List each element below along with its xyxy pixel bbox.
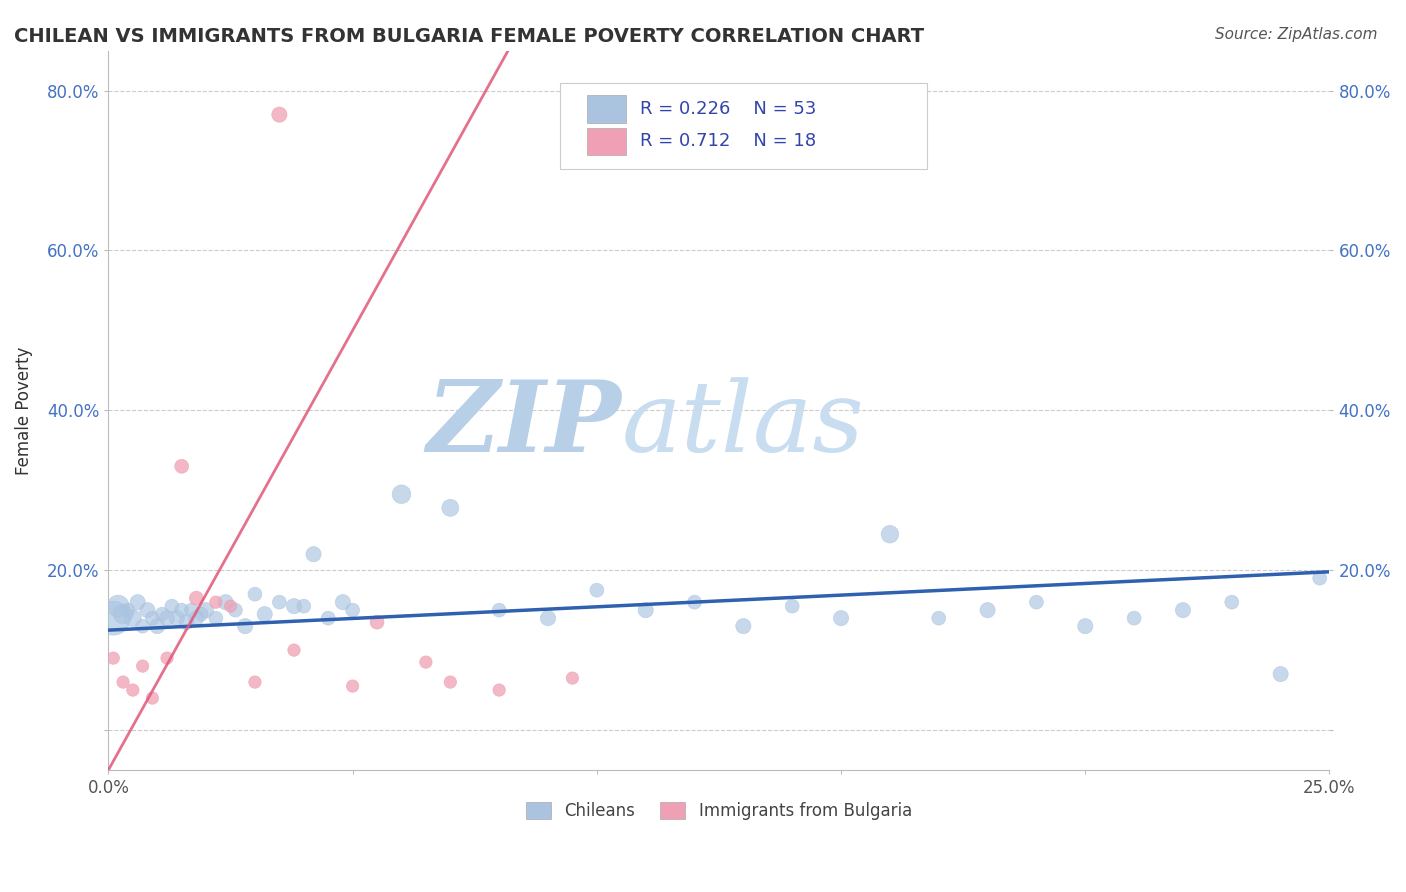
Point — [1074, 619, 1097, 633]
Point — [561, 671, 583, 685]
Point — [316, 611, 339, 625]
Point — [150, 607, 173, 622]
Y-axis label: Female Poverty: Female Poverty — [15, 346, 32, 475]
Point — [332, 595, 354, 609]
Point — [683, 595, 706, 609]
Point — [269, 107, 291, 121]
Point — [170, 459, 193, 474]
Point — [243, 675, 266, 690]
Point — [1270, 667, 1292, 681]
FancyBboxPatch shape — [560, 83, 927, 169]
Text: atlas: atlas — [621, 377, 865, 473]
Point — [488, 603, 510, 617]
Point — [160, 599, 183, 614]
FancyBboxPatch shape — [588, 128, 626, 155]
Point — [156, 651, 179, 665]
Point — [585, 583, 607, 598]
Point — [170, 603, 193, 617]
Point — [830, 611, 852, 625]
Point — [112, 607, 135, 622]
Text: R = 0.226    N = 53: R = 0.226 N = 53 — [640, 100, 815, 118]
Point — [146, 619, 169, 633]
Point — [1220, 595, 1243, 609]
Point — [269, 595, 291, 609]
Point — [224, 603, 246, 617]
Point — [205, 595, 228, 609]
Point — [537, 611, 560, 625]
Text: R = 0.712    N = 18: R = 0.712 N = 18 — [640, 132, 815, 151]
Text: ZIP: ZIP — [426, 376, 621, 473]
Point — [415, 655, 437, 669]
Point — [302, 547, 325, 561]
Point — [342, 603, 364, 617]
Point — [131, 659, 153, 673]
Point — [121, 683, 143, 698]
Point — [117, 603, 139, 617]
Point — [176, 615, 198, 629]
Point — [103, 611, 125, 625]
Point — [166, 611, 188, 625]
Point — [366, 615, 388, 629]
Point — [156, 611, 179, 625]
Point — [439, 675, 461, 690]
Point — [121, 611, 143, 625]
Point — [780, 599, 803, 614]
Point — [214, 595, 236, 609]
Point — [180, 603, 202, 617]
Point — [1309, 571, 1331, 585]
Point — [186, 611, 208, 625]
Point — [292, 599, 315, 614]
Point — [219, 599, 242, 614]
Point — [342, 679, 364, 693]
Point — [131, 619, 153, 633]
Text: Source: ZipAtlas.com: Source: ZipAtlas.com — [1215, 27, 1378, 42]
Point — [107, 599, 129, 614]
Text: CHILEAN VS IMMIGRANTS FROM BULGARIA FEMALE POVERTY CORRELATION CHART: CHILEAN VS IMMIGRANTS FROM BULGARIA FEMA… — [14, 27, 924, 45]
Point — [103, 651, 125, 665]
Point — [1025, 595, 1047, 609]
Point — [439, 500, 461, 515]
Point — [283, 643, 305, 657]
Point — [186, 591, 208, 606]
Point — [634, 603, 657, 617]
Point — [879, 527, 901, 541]
Legend: Chileans, Immigrants from Bulgaria: Chileans, Immigrants from Bulgaria — [519, 795, 918, 826]
Point — [233, 619, 256, 633]
Point — [488, 683, 510, 698]
Point — [205, 611, 228, 625]
Point — [928, 611, 950, 625]
Point — [976, 603, 998, 617]
Point — [195, 603, 218, 617]
Point — [141, 691, 163, 706]
Point — [127, 595, 149, 609]
Point — [243, 587, 266, 601]
Point — [112, 675, 135, 690]
FancyBboxPatch shape — [588, 95, 626, 122]
Point — [391, 487, 413, 501]
Point — [253, 607, 276, 622]
Point — [1123, 611, 1146, 625]
Point — [733, 619, 755, 633]
Point — [141, 611, 163, 625]
Point — [190, 607, 212, 622]
Point — [1171, 603, 1194, 617]
Point — [136, 603, 159, 617]
Point — [283, 599, 305, 614]
